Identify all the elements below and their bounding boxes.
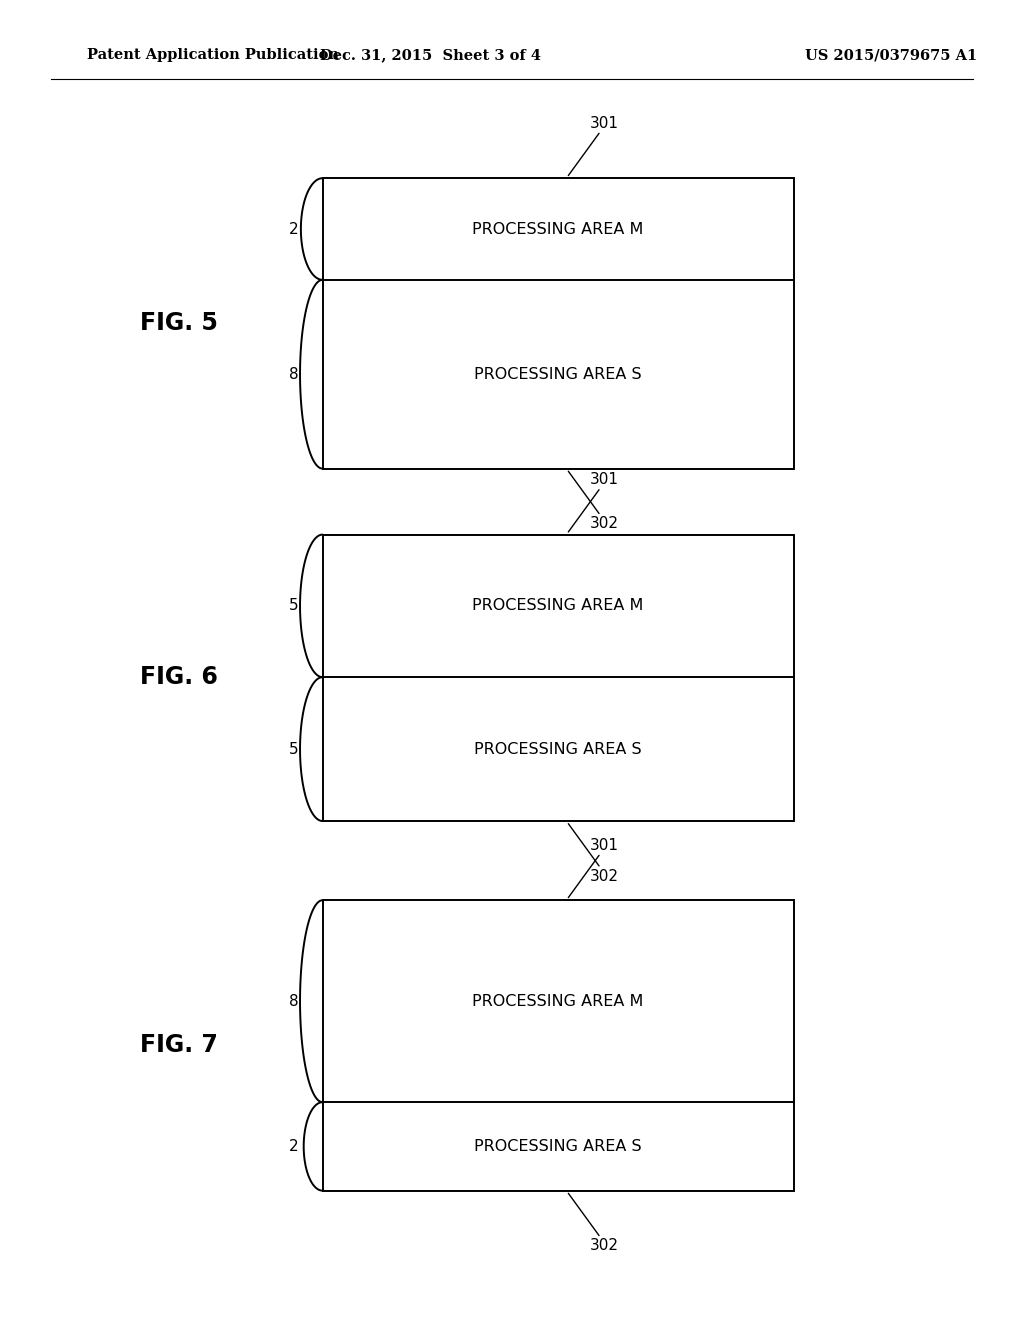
Text: PROCESSING AREA S: PROCESSING AREA S: [474, 742, 642, 756]
Text: FIG. 6: FIG. 6: [140, 665, 218, 689]
Text: 301: 301: [590, 473, 618, 487]
Text: 5: 5: [289, 598, 299, 614]
Text: PROCESSING AREA M: PROCESSING AREA M: [472, 222, 644, 236]
Text: 302: 302: [590, 516, 618, 531]
Text: 2: 2: [289, 1139, 299, 1154]
Text: US 2015/0379675 A1: US 2015/0379675 A1: [805, 49, 977, 62]
Text: Patent Application Publication: Patent Application Publication: [87, 49, 339, 62]
Text: 5: 5: [289, 742, 299, 756]
Text: 302: 302: [590, 1238, 618, 1253]
Text: 2: 2: [289, 222, 299, 236]
Bar: [323, 535, 794, 821]
Text: PROCESSING AREA M: PROCESSING AREA M: [472, 598, 644, 614]
Text: PROCESSING AREA S: PROCESSING AREA S: [474, 367, 642, 381]
Text: 8: 8: [289, 994, 299, 1008]
Text: FIG. 5: FIG. 5: [140, 312, 218, 335]
Text: 301: 301: [590, 116, 618, 131]
Text: Dec. 31, 2015  Sheet 3 of 4: Dec. 31, 2015 Sheet 3 of 4: [319, 49, 541, 62]
Text: PROCESSING AREA M: PROCESSING AREA M: [472, 994, 644, 1008]
Text: 8: 8: [289, 367, 299, 381]
Bar: [323, 900, 794, 1191]
Text: 302: 302: [590, 869, 618, 883]
Bar: [323, 178, 794, 469]
Text: PROCESSING AREA S: PROCESSING AREA S: [474, 1139, 642, 1154]
Text: 301: 301: [590, 838, 618, 853]
Text: FIG. 7: FIG. 7: [140, 1034, 218, 1057]
